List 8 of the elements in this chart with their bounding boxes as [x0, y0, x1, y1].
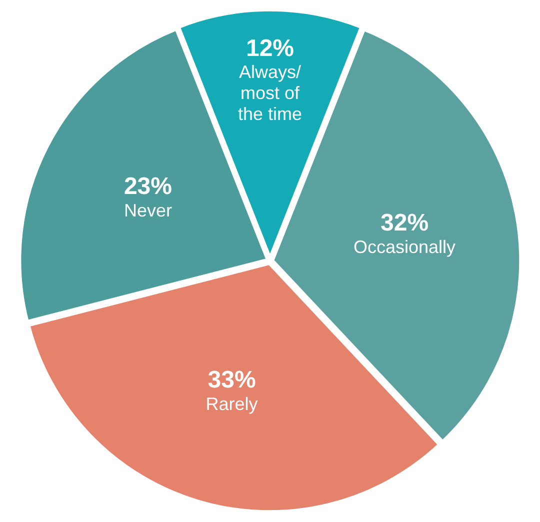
slice-label: Never — [124, 200, 172, 220]
slice-label: Always/ most of the time — [238, 62, 302, 124]
data-label: 32% — [380, 209, 429, 236]
data-label: 23% — [124, 172, 172, 200]
slice-label: Occasionally — [354, 236, 456, 257]
slice-label: Rarely — [206, 394, 258, 414]
data-label: 12% — [246, 34, 294, 62]
data-label: 33% — [208, 366, 256, 394]
